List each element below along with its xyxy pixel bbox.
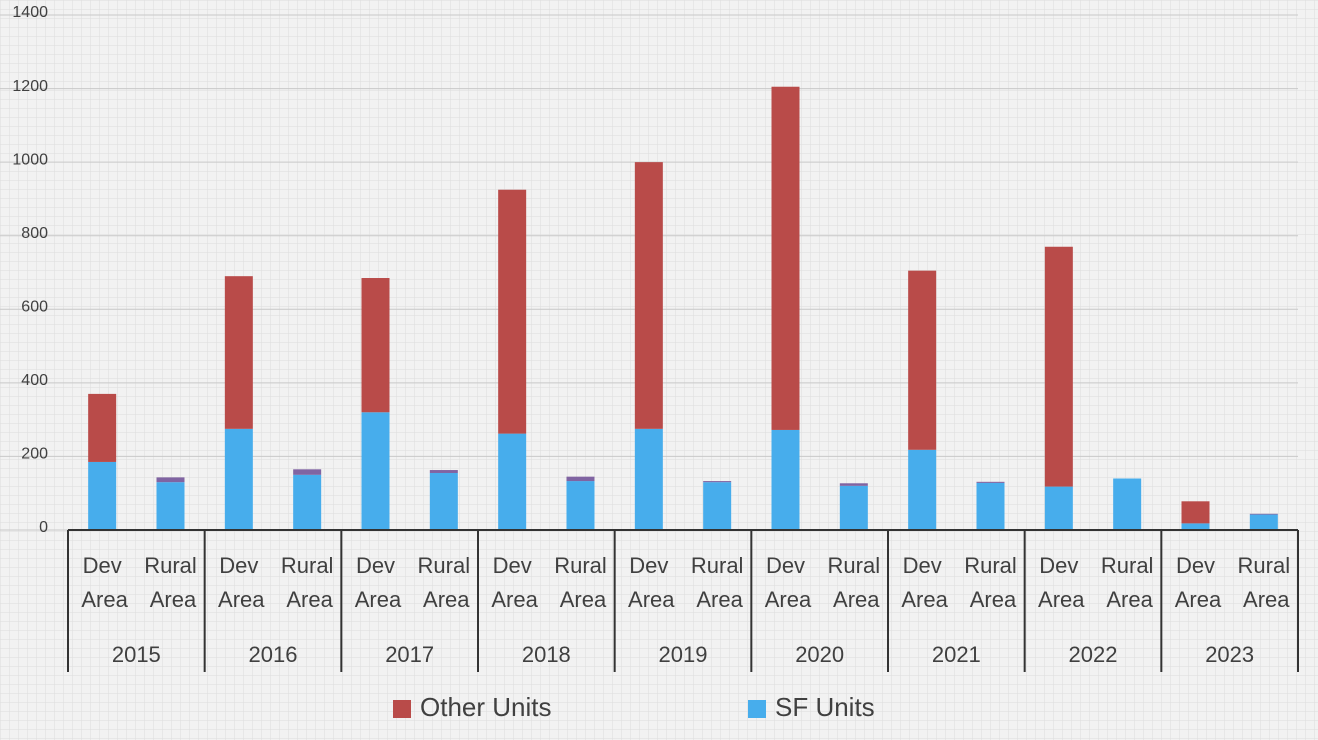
bar-segment [566, 481, 595, 530]
group-label: 2017 [385, 642, 434, 667]
x-tick-label: Dev Area [213, 553, 265, 612]
x-tick-label: Dev Area [1033, 553, 1085, 612]
x-tick-label: Dev Area [1170, 553, 1222, 612]
bar-segment [566, 476, 595, 482]
bar-segment [361, 278, 390, 413]
bar-segment [498, 433, 527, 530]
bar-segment [1249, 514, 1278, 530]
x-tick-label: Dev Area [76, 553, 128, 612]
x-tick-label: Rural Area [828, 553, 881, 612]
x-tick-label: Rural Area [691, 553, 744, 612]
bar-segment [293, 474, 322, 530]
group-label: 2016 [249, 642, 298, 667]
bar-segment [361, 412, 390, 530]
x-tick-label: Dev Area [350, 553, 402, 612]
legend-swatch [393, 700, 411, 718]
bar-segment [1113, 478, 1142, 530]
x-tick-label: Rural Area [144, 553, 197, 612]
y-tick-label: 1400 [12, 4, 48, 21]
legend-label: Other Units [420, 692, 552, 722]
bar-segment [908, 449, 937, 530]
bar-segment [771, 86, 800, 430]
group-label: 2023 [1205, 642, 1254, 667]
bar-segment [634, 428, 663, 530]
group-label: 2021 [932, 642, 981, 667]
y-tick-label: 600 [21, 299, 48, 316]
bar-segment [634, 162, 663, 429]
y-tick-label: 200 [21, 446, 48, 463]
bar-segment [703, 482, 732, 530]
bar-segment [976, 482, 1005, 530]
group-label: 2015 [112, 642, 161, 667]
x-tick-label: Dev Area [623, 553, 675, 612]
legend-label: SF Units [775, 692, 875, 722]
bar-segment [429, 472, 458, 530]
x-tick-label: Rural Area [1101, 553, 1154, 612]
y-tick-label: 0 [39, 519, 48, 536]
bar-segment [498, 189, 527, 434]
group-label: 2022 [1069, 642, 1118, 667]
bar-segment [1181, 523, 1210, 530]
x-tick-label: Dev Area [760, 553, 812, 612]
bar-segment [1181, 501, 1210, 524]
x-tick-label: Rural Area [281, 553, 334, 612]
bar-segment [224, 276, 253, 429]
bar-segment [703, 481, 732, 483]
bar-segment [839, 483, 868, 486]
y-tick-label: 800 [21, 225, 48, 242]
bar-segment [1249, 513, 1278, 515]
bar-segment [224, 428, 253, 530]
x-tick-label: Rural Area [418, 553, 471, 612]
y-tick-label: 1200 [12, 78, 48, 95]
bar-segment [156, 477, 185, 483]
bar-segment [1044, 246, 1073, 487]
x-tick-label: Dev Area [486, 553, 538, 612]
group-label: 2019 [659, 642, 708, 667]
y-tick-label: 1000 [12, 151, 48, 168]
x-tick-label: Rural Area [1238, 553, 1291, 612]
x-tick-label: Dev Area [896, 553, 948, 612]
x-tick-label: Rural Area [554, 553, 607, 612]
y-tick-label: 400 [21, 372, 48, 389]
group-label: 2018 [522, 642, 571, 667]
bar-segment [293, 469, 322, 475]
bar-segment [908, 270, 937, 450]
bar-segment [976, 481, 1005, 483]
bar-segment [88, 393, 117, 462]
bar-segment [88, 461, 117, 530]
x-tick-label: Rural Area [964, 553, 1017, 612]
bar-segment [429, 470, 458, 473]
bar-segment [1044, 486, 1073, 530]
legend-swatch [748, 700, 766, 718]
bar-segment [839, 485, 868, 530]
group-label: 2020 [795, 642, 844, 667]
bar-segment [771, 429, 800, 530]
bar-segment [156, 482, 185, 530]
